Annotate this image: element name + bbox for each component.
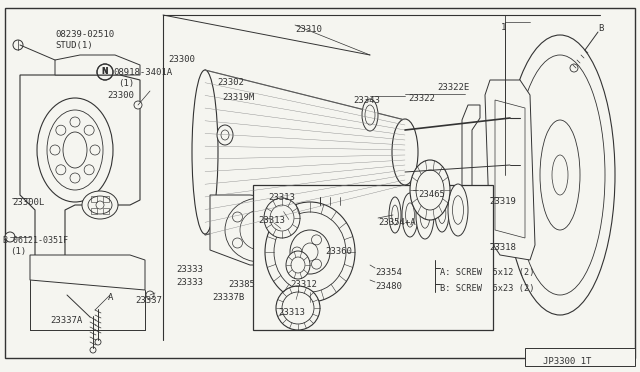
Text: STUD(1): STUD(1) bbox=[55, 41, 93, 50]
Ellipse shape bbox=[448, 184, 468, 236]
Text: 23333: 23333 bbox=[176, 265, 203, 274]
Text: JP3300 1T: JP3300 1T bbox=[543, 357, 591, 366]
Polygon shape bbox=[205, 70, 405, 235]
Bar bbox=[312, 209, 344, 236]
Ellipse shape bbox=[410, 160, 450, 220]
Text: 23310: 23310 bbox=[295, 25, 322, 34]
Circle shape bbox=[95, 339, 101, 345]
Text: 23385: 23385 bbox=[228, 280, 255, 289]
Text: 08239-02510: 08239-02510 bbox=[55, 30, 114, 39]
Text: 23333: 23333 bbox=[176, 278, 203, 287]
Polygon shape bbox=[55, 55, 140, 75]
Text: 08918-3401A: 08918-3401A bbox=[113, 68, 172, 77]
Bar bbox=[253, 185, 493, 330]
Text: A: A bbox=[108, 293, 113, 302]
Text: 23337A: 23337A bbox=[50, 316, 83, 325]
Text: 23319M: 23319M bbox=[222, 93, 254, 102]
Ellipse shape bbox=[217, 125, 233, 145]
Ellipse shape bbox=[37, 98, 113, 202]
Text: B: SCREW  6x23 (2): B: SCREW 6x23 (2) bbox=[440, 284, 534, 293]
Text: 23302: 23302 bbox=[217, 78, 244, 87]
Text: B: B bbox=[598, 24, 604, 33]
Text: 23312: 23312 bbox=[290, 280, 317, 289]
Bar bbox=[525, 348, 635, 366]
Ellipse shape bbox=[505, 35, 615, 315]
Text: 23313: 23313 bbox=[278, 308, 305, 317]
Ellipse shape bbox=[416, 191, 434, 239]
Polygon shape bbox=[210, 195, 310, 265]
Bar bbox=[91, 208, 97, 214]
Text: 23354: 23354 bbox=[375, 268, 402, 277]
Text: 23465: 23465 bbox=[418, 190, 445, 199]
Text: (1): (1) bbox=[10, 247, 26, 256]
Bar bbox=[308, 205, 348, 240]
Text: 23313: 23313 bbox=[258, 216, 285, 225]
Polygon shape bbox=[30, 255, 145, 290]
Circle shape bbox=[5, 232, 15, 242]
Text: 23354+A: 23354+A bbox=[378, 218, 415, 227]
Ellipse shape bbox=[192, 70, 218, 234]
Ellipse shape bbox=[276, 286, 320, 330]
Ellipse shape bbox=[286, 251, 310, 279]
Text: N: N bbox=[102, 67, 108, 77]
Ellipse shape bbox=[82, 191, 118, 219]
Text: N: N bbox=[102, 67, 108, 76]
Text: 1: 1 bbox=[501, 23, 506, 32]
Circle shape bbox=[146, 291, 154, 299]
Ellipse shape bbox=[290, 230, 330, 274]
Ellipse shape bbox=[264, 198, 300, 238]
Text: 23480: 23480 bbox=[375, 282, 402, 291]
Text: 23300: 23300 bbox=[107, 91, 134, 100]
Ellipse shape bbox=[362, 99, 378, 131]
Circle shape bbox=[278, 238, 287, 248]
Polygon shape bbox=[462, 105, 480, 235]
Text: 23319: 23319 bbox=[489, 197, 516, 206]
Text: 23322E: 23322E bbox=[437, 83, 469, 92]
Ellipse shape bbox=[389, 197, 401, 233]
Bar bbox=[104, 208, 109, 214]
Ellipse shape bbox=[435, 194, 449, 232]
Circle shape bbox=[326, 192, 332, 198]
Text: 23343: 23343 bbox=[353, 96, 380, 105]
Text: A: SCREW  5x12 (2): A: SCREW 5x12 (2) bbox=[440, 268, 534, 277]
Ellipse shape bbox=[392, 119, 418, 185]
Text: 23300L: 23300L bbox=[12, 198, 44, 207]
Circle shape bbox=[570, 64, 578, 72]
Polygon shape bbox=[20, 75, 140, 270]
Circle shape bbox=[232, 212, 243, 222]
Text: 23337: 23337 bbox=[135, 296, 162, 305]
Bar bbox=[104, 196, 109, 202]
Text: 23337B: 23337B bbox=[212, 293, 244, 302]
Circle shape bbox=[313, 191, 321, 199]
Circle shape bbox=[232, 238, 243, 248]
Circle shape bbox=[134, 101, 142, 109]
Circle shape bbox=[278, 212, 287, 222]
Circle shape bbox=[90, 347, 96, 353]
Text: 23300: 23300 bbox=[168, 55, 195, 64]
Text: 23322: 23322 bbox=[408, 94, 435, 103]
Text: B 06121-0351F: B 06121-0351F bbox=[3, 236, 68, 245]
Text: 23318: 23318 bbox=[489, 243, 516, 252]
Text: 23313: 23313 bbox=[268, 193, 295, 202]
Ellipse shape bbox=[265, 202, 355, 302]
Circle shape bbox=[13, 40, 23, 50]
Ellipse shape bbox=[402, 193, 418, 237]
Polygon shape bbox=[485, 80, 535, 260]
Text: 23360: 23360 bbox=[325, 247, 352, 256]
Text: (1): (1) bbox=[118, 79, 134, 88]
Bar bbox=[91, 196, 97, 202]
